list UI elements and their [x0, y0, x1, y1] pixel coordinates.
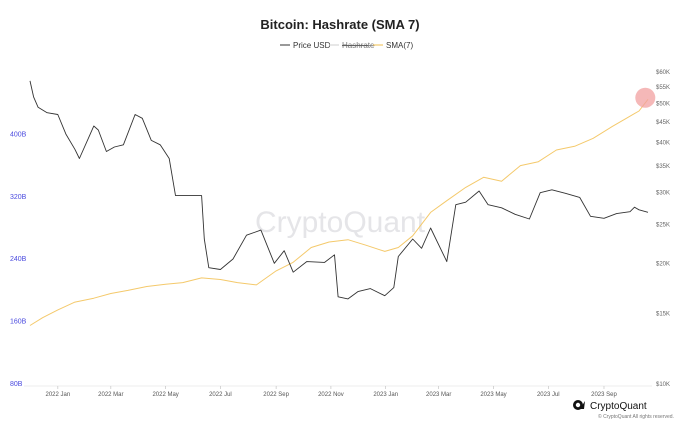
x-tick-label: 2022 Jul	[209, 392, 232, 398]
x-tick-label: 2023 Mar	[426, 392, 451, 398]
x-tick-label: 2023 Jul	[537, 392, 560, 398]
chart-title: Bitcoin: Hashrate (SMA 7)	[260, 17, 419, 32]
x-tick-label: 2023 Sep	[591, 392, 617, 398]
y-right-tick-label: $20K	[656, 261, 670, 267]
x-tick-label: 2022 Jan	[45, 392, 70, 398]
legend-item-sma7[interactable]: SMA(7)	[373, 41, 413, 50]
legend-item-price-usd[interactable]: Price USD	[280, 41, 331, 50]
legend-label-price-usd: Price USD	[293, 41, 331, 50]
x-axis: 2022 Jan 2022 Mar 2022 May 2022 Jul 2022 Sep…	[45, 386, 617, 398]
x-tick-label: 2022 Sep	[263, 392, 289, 398]
x-tick-label: 2022 Mar	[98, 392, 123, 398]
y-left-tick-label: 320B	[10, 194, 27, 201]
series-line-price-usd	[29, 80, 649, 300]
watermark: CryptoQuant	[255, 206, 426, 239]
y-right-tick-label: $55K	[656, 85, 670, 91]
y-right-tick-label: $10K	[656, 382, 670, 388]
y-right-tick-label: $50K	[656, 102, 670, 108]
brand-name: CryptoQuant	[590, 401, 647, 412]
copyright: © CryptoQuant All rights reserved.	[598, 413, 674, 420]
series-layer	[29, 80, 649, 326]
x-tick-label: 2022 Nov	[318, 392, 344, 398]
highlight-circle-marker	[635, 87, 656, 108]
x-tick-label: 2022 May	[152, 392, 178, 398]
annotation-layer	[635, 87, 656, 108]
brand-footer: CryptoQuant © CryptoQuant All rights res…	[573, 400, 674, 420]
y-left-tick-label: 160B	[10, 319, 27, 326]
legend-label-sma7: SMA(7)	[386, 41, 413, 50]
y-left-tick-label: 240B	[10, 256, 27, 263]
x-tick-label: 2023 Jan	[373, 392, 398, 398]
y-right-tick-label: $35K	[656, 164, 670, 170]
y-left-tick-label: 400B	[10, 131, 27, 138]
y-left-tick-label: 80B	[10, 381, 23, 388]
legend: Price USD Hashrate SMA(7)	[280, 41, 413, 50]
legend-item-hashrate[interactable]: Hashrate	[329, 41, 375, 50]
y-right-tick-label: $15K	[656, 311, 670, 317]
y-axis-right: $60K $55K $50K $45K $40K $35K $30K $25K $20K $15K…	[656, 70, 670, 388]
y-right-tick-label: $45K	[656, 120, 670, 126]
y-right-tick-label: $40K	[656, 141, 670, 147]
y-right-tick-label: $25K	[656, 222, 670, 228]
series-line-sma-7	[29, 98, 649, 326]
y-right-tick-label: $30K	[656, 191, 670, 197]
y-axis-left: 400B 320B 240B 160B 80B	[10, 131, 27, 388]
cryptoquant-logo-icon	[573, 400, 585, 410]
y-right-tick-label: $60K	[656, 70, 670, 76]
x-tick-label: 2023 May	[480, 392, 506, 398]
